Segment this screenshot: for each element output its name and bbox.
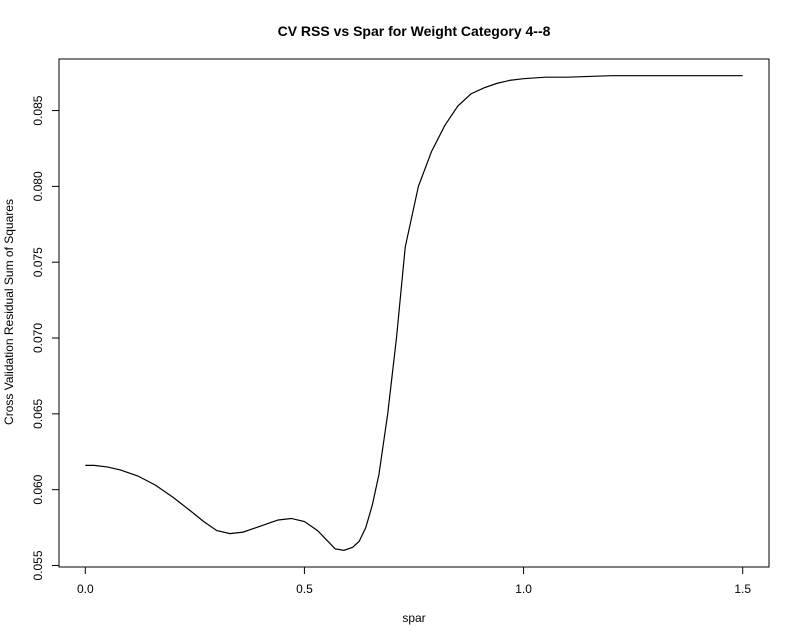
- y-axis-label: Cross Validation Residual Sum of Squares: [2, 199, 16, 425]
- y-tick-label: 0.055: [31, 550, 45, 580]
- x-axis-label: spar: [402, 611, 425, 625]
- y-axis: 0.055 0.060 0.065 0.070 0.075 0.080 0.085: [31, 95, 60, 580]
- y-tick-label: 0.075: [31, 247, 45, 277]
- x-tick-label: 1.5: [734, 582, 751, 596]
- y-tick-label: 0.060: [31, 474, 45, 504]
- x-tick-label: 0.0: [77, 582, 94, 596]
- y-tick-label: 0.070: [31, 323, 45, 353]
- y-tick-label: 0.085: [31, 95, 45, 125]
- cv-rss-line: [85, 75, 743, 551]
- x-tick-label: 0.5: [296, 582, 313, 596]
- x-tick-label: 1.0: [515, 582, 532, 596]
- x-axis: 0.0 0.5 1.0 1.5: [77, 566, 751, 596]
- y-tick-label: 0.080: [31, 171, 45, 201]
- y-tick-label: 0.065: [31, 399, 45, 429]
- plot-frame: [58, 58, 770, 568]
- chart-title: CV RSS vs Spar for Weight Category 4--8: [278, 23, 551, 39]
